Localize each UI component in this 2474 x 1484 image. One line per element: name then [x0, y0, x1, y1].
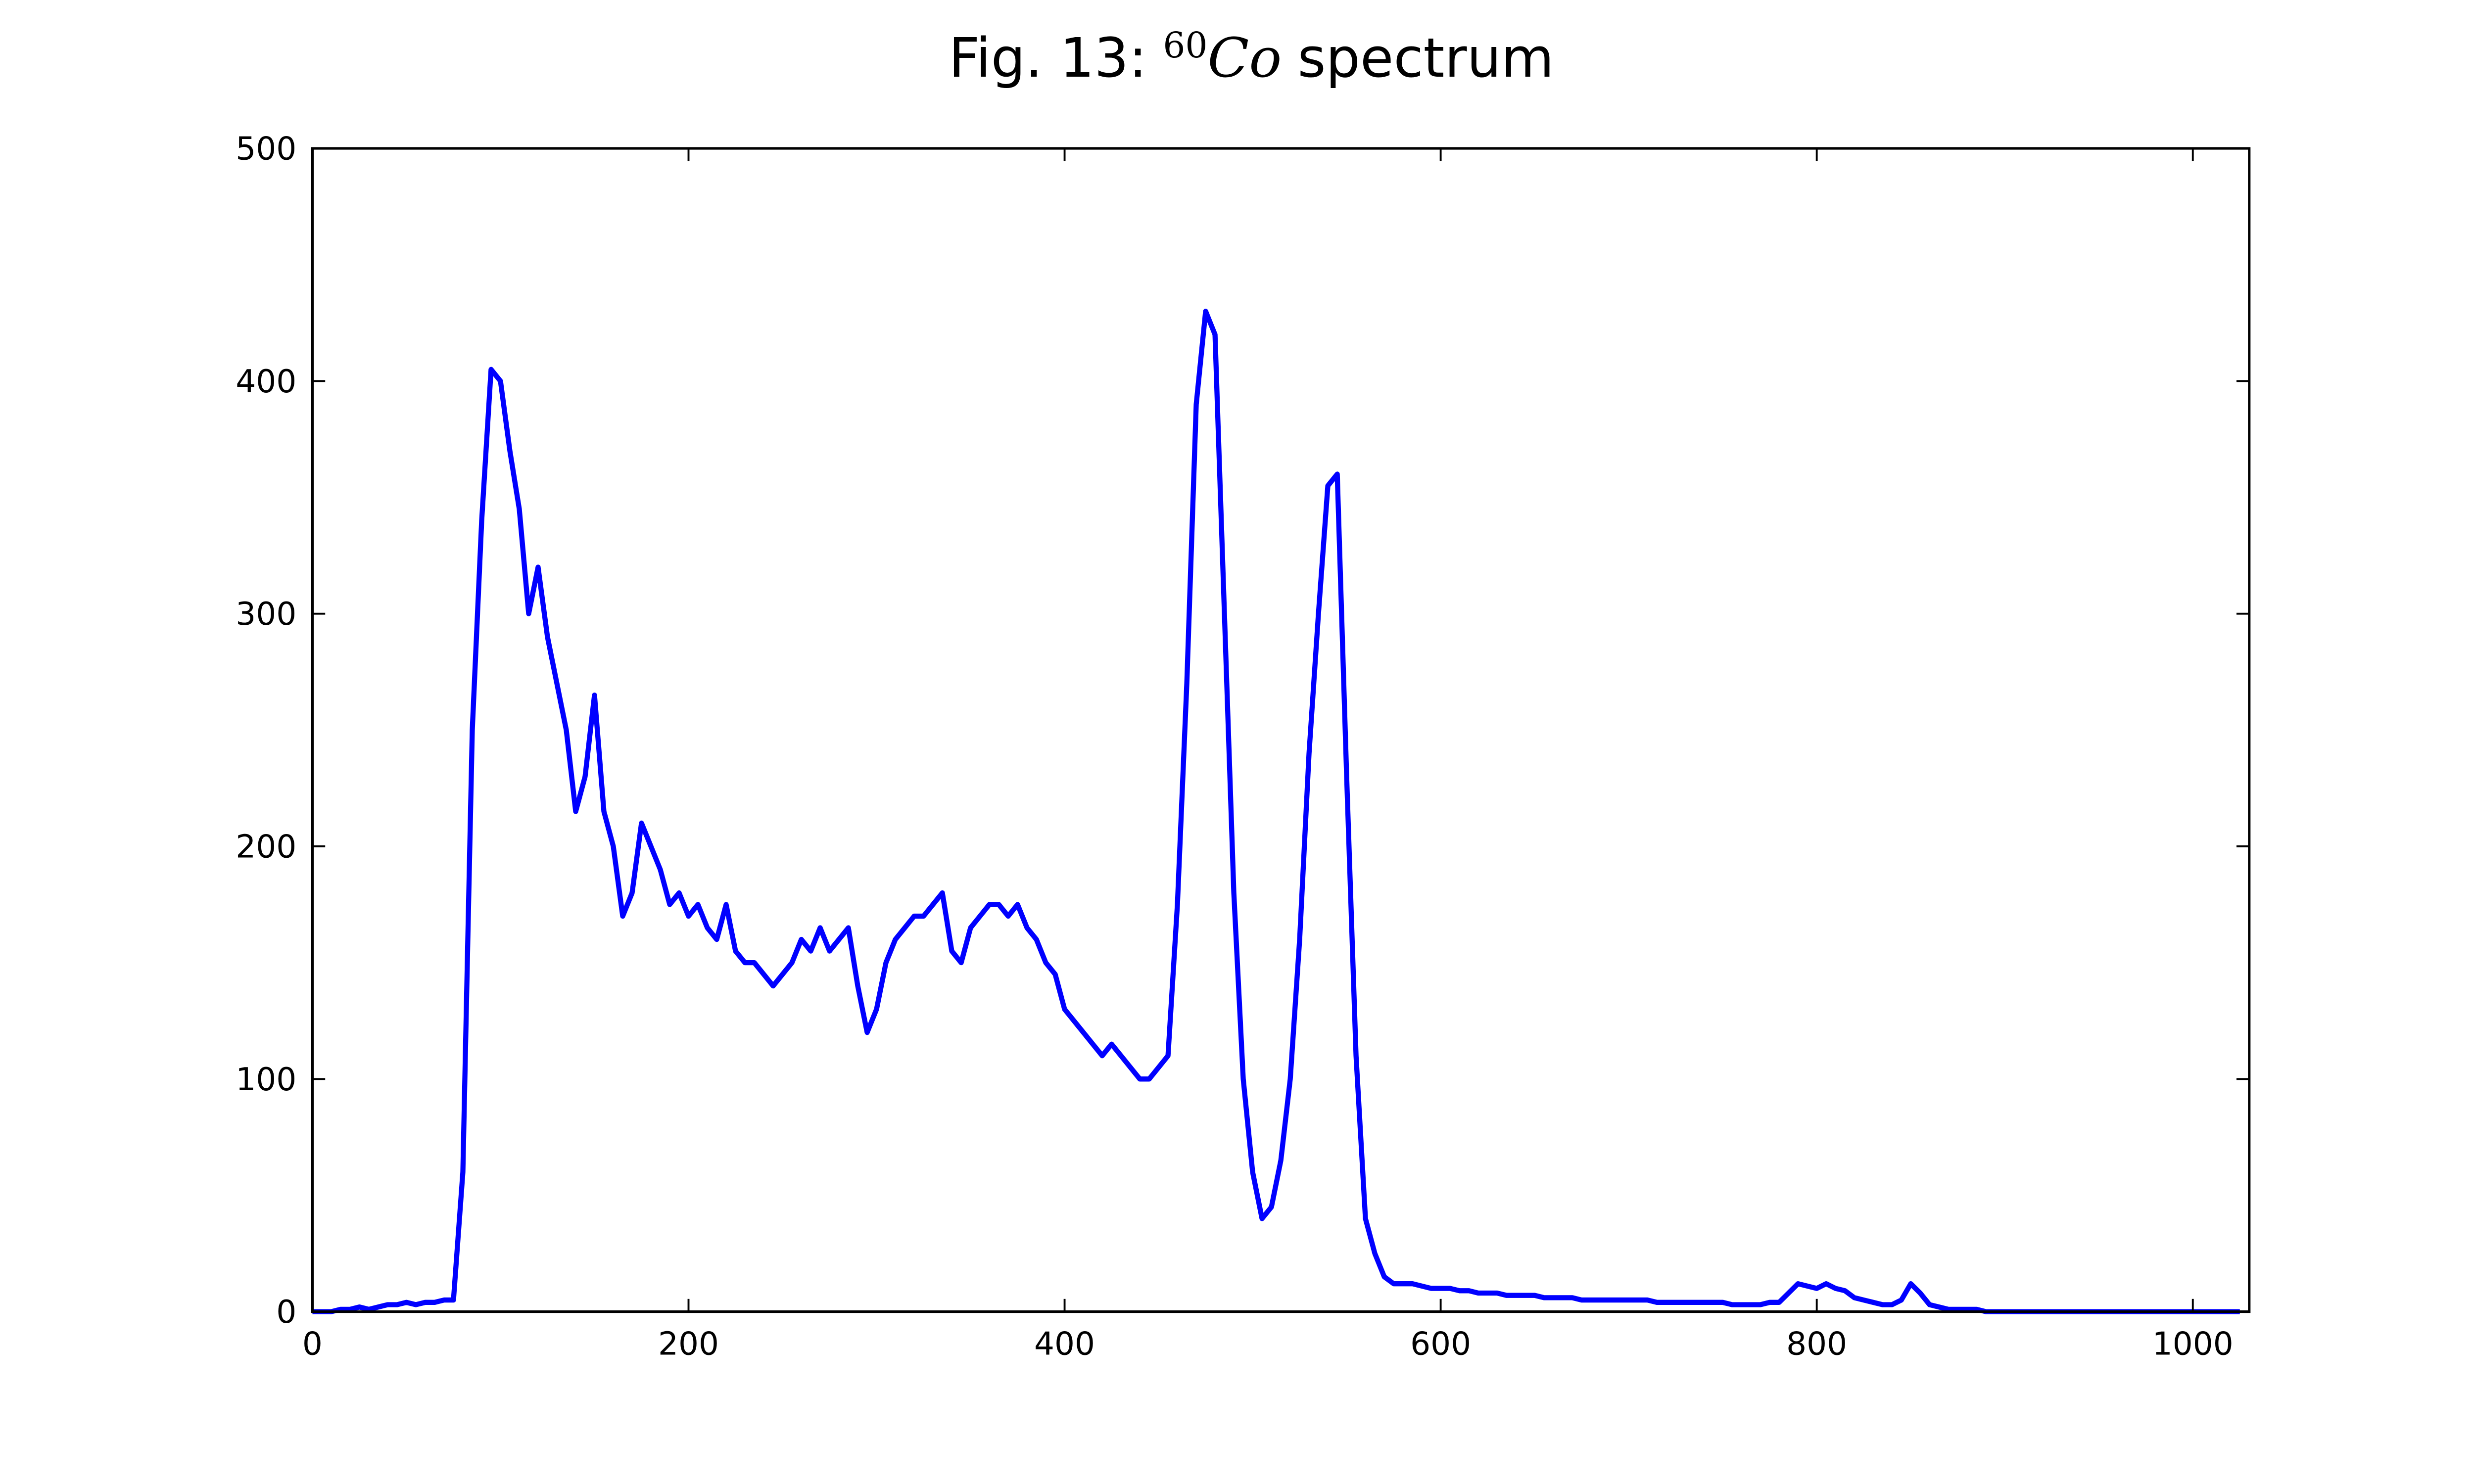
y-tick-label: 100 — [236, 1061, 296, 1098]
y-tick-label: 0 — [276, 1294, 296, 1331]
y-tick-label: 200 — [236, 829, 296, 866]
x-tick-label: 800 — [1786, 1326, 1847, 1363]
x-tick-label: 400 — [1034, 1326, 1095, 1363]
y-tick-label: 500 — [236, 131, 296, 168]
x-tick-label: 1000 — [2152, 1326, 2234, 1363]
y-tick-label: 300 — [236, 596, 296, 633]
chart-title: Fig. 13: 60Co spectrum — [949, 25, 1554, 90]
plot-area: 0 200 400 600 800 1000 0 100 200 300 400 500 — [236, 131, 2251, 1363]
plot-frame — [311, 147, 2251, 1313]
title-mass-number: 60 — [1163, 25, 1207, 66]
spectrum-line — [312, 309, 2240, 1314]
title-suffix: spectrum — [1297, 26, 1554, 90]
x-tick-label: 200 — [658, 1326, 719, 1363]
x-tick-label: 600 — [1410, 1326, 1471, 1363]
y-tick-label: 400 — [236, 363, 296, 400]
x-tick-label: 0 — [302, 1326, 323, 1363]
title-element: Co — [1208, 26, 1282, 90]
title-prefix: Fig. 13: — [949, 26, 1147, 90]
